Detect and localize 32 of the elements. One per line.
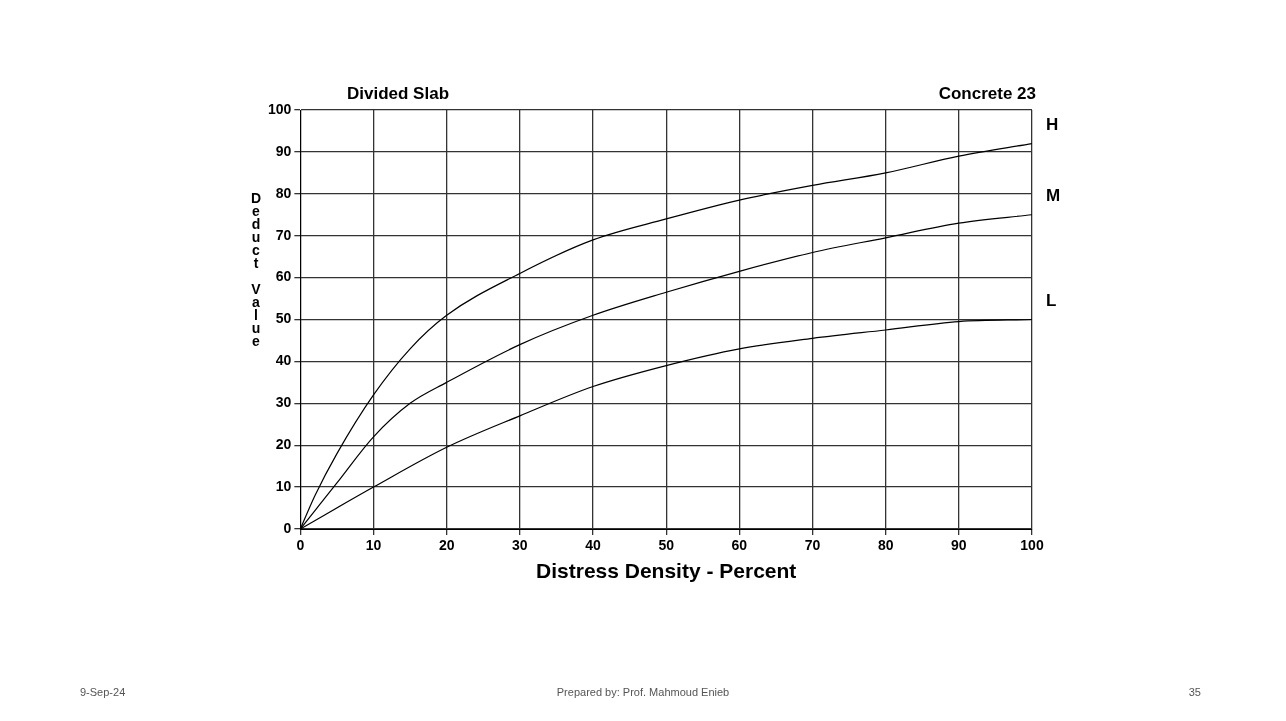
chart-subtitle: Concrete 23	[938, 84, 1036, 104]
y-tick-label: 0	[283, 519, 292, 536]
x-tick-label: 20	[438, 537, 455, 554]
x-tick-label: 30	[512, 537, 528, 554]
y-tick-label: 90	[275, 142, 292, 159]
y-tick-label: 100	[268, 100, 292, 117]
x-tick-label: 100	[1020, 537, 1044, 554]
text: Prepared by: Prof. Mahmoud Enieb	[556, 686, 730, 698]
x-tick-label: 60	[731, 537, 748, 554]
x-tick-label: 90	[951, 537, 967, 554]
series-label: L	[1046, 291, 1057, 311]
x-tick-label: 70	[804, 537, 821, 554]
y-tick-label: 30	[275, 394, 292, 411]
y-tick-label: 40	[275, 352, 292, 369]
y-tick-label: 80	[275, 184, 292, 201]
y-axis-title: Deduct Value	[248, 190, 264, 346]
x-tick-label: 10	[365, 537, 382, 554]
x-axis-title: Distress Density - Percent	[536, 559, 797, 583]
x-tick-label: 50	[658, 537, 675, 554]
x-tick-label: 40	[585, 537, 602, 554]
y-tick-label: 50	[275, 310, 292, 327]
y-tick-label: 60	[275, 268, 292, 285]
y-tick-label: 10	[275, 477, 292, 494]
x-tick-label: 80	[877, 537, 894, 554]
text: 9-Sep-24	[80, 686, 126, 698]
y-tick-label: 20	[275, 436, 292, 453]
y-tick-label: 70	[275, 226, 292, 243]
text: 35	[1188, 686, 1201, 698]
chart-title: Divided Slab	[347, 84, 450, 104]
x-tick-label: 0	[296, 537, 305, 554]
series-label: M	[1046, 186, 1061, 206]
series-label: H	[1046, 115, 1059, 135]
